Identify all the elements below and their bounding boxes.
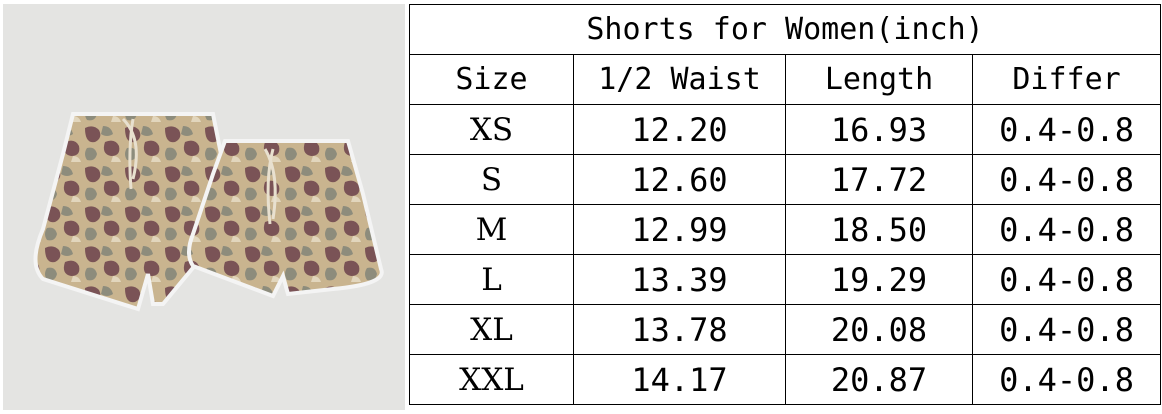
waist-cell: 13.78: [573, 304, 786, 355]
table-row: M 12.99 18.50 0.4-0.8: [409, 204, 1162, 255]
differ-cell: 0.4-0.8: [971, 154, 1162, 205]
header-differ: Differ: [971, 54, 1162, 105]
shorts-small: [187, 139, 384, 299]
length-cell: 20.87: [785, 354, 973, 405]
length-cell: 16.93: [785, 104, 973, 155]
size-cell: XXL: [409, 354, 574, 405]
size-chart-table: Shorts for Women(inch) Size 1/2 Waist Le…: [408, 4, 1162, 405]
waist-cell: 12.20: [573, 104, 786, 155]
size-cell: S: [409, 154, 574, 205]
camo-shorts-image: [33, 112, 384, 312]
table-title-row: Shorts for Women(inch): [408, 4, 1162, 55]
waist-cell: 14.17: [573, 354, 786, 405]
differ-cell: 0.4-0.8: [971, 104, 1162, 155]
differ-cell: 0.4-0.8: [971, 354, 1162, 405]
length-cell: 18.50: [785, 204, 973, 255]
table-row: XS 12.20 16.93 0.4-0.8: [409, 104, 1162, 155]
header-length: Length: [785, 54, 973, 105]
product-photo: [3, 4, 405, 410]
differ-cell: 0.4-0.8: [971, 254, 1162, 305]
size-cell: L: [409, 254, 574, 305]
length-cell: 17.72: [785, 154, 973, 205]
table-header-row: Size 1/2 Waist Length Differ: [409, 54, 1162, 105]
length-cell: 20.08: [785, 304, 973, 355]
differ-cell: 0.4-0.8: [971, 204, 1162, 255]
length-cell: 19.29: [785, 254, 973, 305]
table-row: S 12.60 17.72 0.4-0.8: [409, 154, 1162, 205]
size-cell: M: [409, 204, 574, 255]
waist-cell: 12.99: [573, 204, 786, 255]
table-title: Shorts for Women(inch): [408, 4, 1162, 55]
table-row: XL 13.78 20.08 0.4-0.8: [409, 304, 1162, 355]
table-row: L 13.39 19.29 0.4-0.8: [409, 254, 1162, 305]
waist-cell: 13.39: [573, 254, 786, 305]
waist-cell: 12.60: [573, 154, 786, 205]
table-row: XXL 14.17 20.87 0.4-0.8: [409, 354, 1162, 405]
header-size: Size: [409, 54, 574, 105]
header-half-waist: 1/2 Waist: [573, 54, 786, 105]
differ-cell: 0.4-0.8: [971, 304, 1162, 355]
size-cell: XL: [409, 304, 574, 355]
size-cell: XS: [409, 104, 574, 155]
